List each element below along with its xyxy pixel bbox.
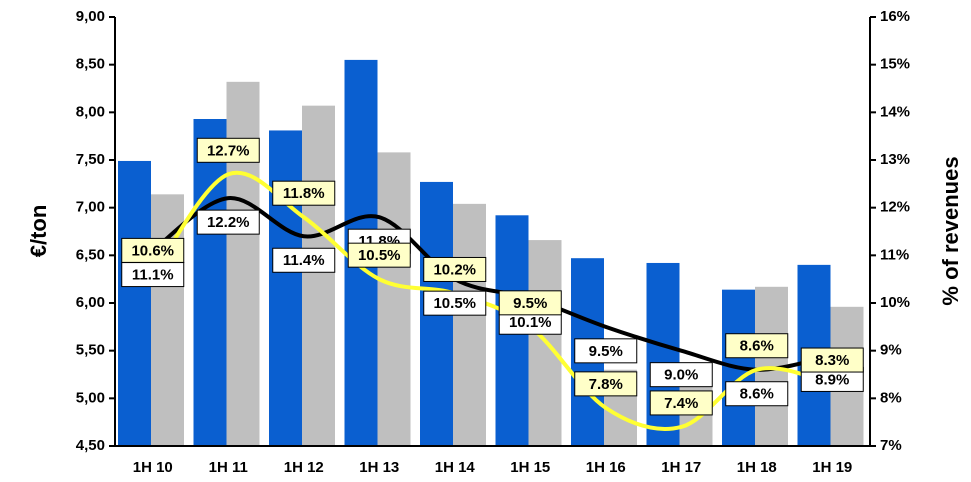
y2-tick-label: 8% — [880, 389, 902, 406]
value-label: 8.3% — [815, 352, 849, 369]
x-tick-label: 1H 17 — [661, 459, 701, 476]
y2-tick-label: 16% — [880, 8, 910, 25]
y2-axis-title: % of revenues — [938, 156, 963, 305]
value-label: 8.6% — [740, 338, 774, 355]
y2-tick-label: 14% — [880, 103, 910, 120]
y2-tick-label: 9% — [880, 342, 902, 359]
value-label: 12.2% — [207, 214, 250, 231]
value-label-box — [649, 362, 713, 388]
y2-tick-label: 7% — [880, 437, 902, 454]
x-tick-label: 1H 14 — [435, 459, 476, 476]
bar — [269, 130, 302, 447]
x-tick-label: 1H 13 — [359, 459, 399, 476]
value-label-box — [574, 338, 638, 364]
bar — [453, 203, 486, 446]
value-label: 10.5% — [358, 247, 401, 264]
value-label-box — [121, 237, 185, 263]
y-tick-label: 8,50 — [76, 56, 105, 73]
y-tick-label: 5,00 — [76, 389, 105, 406]
bar — [377, 152, 411, 446]
x-tick-label: 1H 15 — [510, 459, 550, 476]
bar — [302, 105, 335, 446]
value-label-box — [574, 371, 638, 397]
y2-tick-label: 15% — [880, 56, 910, 73]
bar — [646, 262, 680, 446]
value-label: 7.8% — [589, 376, 623, 393]
y2-tick-label: 12% — [880, 199, 910, 216]
value-label: 10.6% — [131, 242, 174, 259]
value-label-box — [725, 381, 789, 407]
value-label: 11.1% — [132, 267, 174, 284]
line — [151, 196, 833, 372]
value-label: 12.7% — [207, 142, 250, 159]
value-label-box — [725, 333, 789, 359]
y-tick-label: 5,50 — [76, 342, 105, 359]
value-label: 8.6% — [740, 386, 774, 403]
x-tick-label: 1H 19 — [812, 459, 852, 476]
y2-tick-label: 13% — [880, 151, 910, 168]
value-label-box — [423, 290, 487, 316]
bar — [226, 81, 260, 447]
value-label-box — [423, 256, 487, 282]
y-tick-label: 6,50 — [76, 246, 105, 263]
y-tick-label: 8,00 — [76, 103, 105, 120]
value-label: 9.0% — [664, 367, 698, 384]
y-tick-label: 9,00 — [76, 8, 105, 25]
value-label: 11.4% — [283, 252, 325, 269]
x-tick-label: 1H 18 — [737, 459, 777, 476]
value-label-box — [649, 390, 713, 416]
value-label: 10.5% — [433, 295, 476, 312]
y-tick-label: 4,50 — [76, 437, 105, 454]
y-tick-label: 7,00 — [76, 199, 105, 216]
value-label-box — [347, 242, 411, 268]
value-label: 9.5% — [589, 343, 623, 360]
x-tick-label: 1H 11 — [209, 459, 248, 476]
y-tick-label: 6,00 — [76, 294, 105, 311]
x-tick-label: 1H 12 — [284, 459, 324, 476]
y-tick-label: 7,50 — [76, 151, 105, 168]
value-label-box — [272, 247, 336, 273]
value-label-box — [272, 180, 336, 206]
value-label: 11.8% — [283, 185, 325, 202]
bar — [118, 160, 151, 446]
value-label: 8.9% — [815, 371, 849, 388]
y2-tick-label: 10% — [880, 294, 910, 311]
value-label-box — [498, 290, 562, 316]
value-label: 10.2% — [433, 261, 476, 278]
value-label-box — [196, 209, 260, 235]
line — [151, 170, 833, 431]
x-tick-label: 1H 16 — [586, 459, 626, 476]
value-label: 10.1% — [509, 314, 552, 331]
value-label-box — [800, 347, 864, 373]
bar — [193, 119, 227, 447]
value-label: 9.5% — [513, 295, 547, 312]
y-axis-title: €/ton — [26, 205, 51, 258]
y2-tick-label: 11% — [880, 246, 909, 263]
x-tick-label: 1H 10 — [133, 459, 173, 476]
value-label: 7.4% — [664, 395, 698, 412]
value-label-box — [196, 137, 260, 163]
